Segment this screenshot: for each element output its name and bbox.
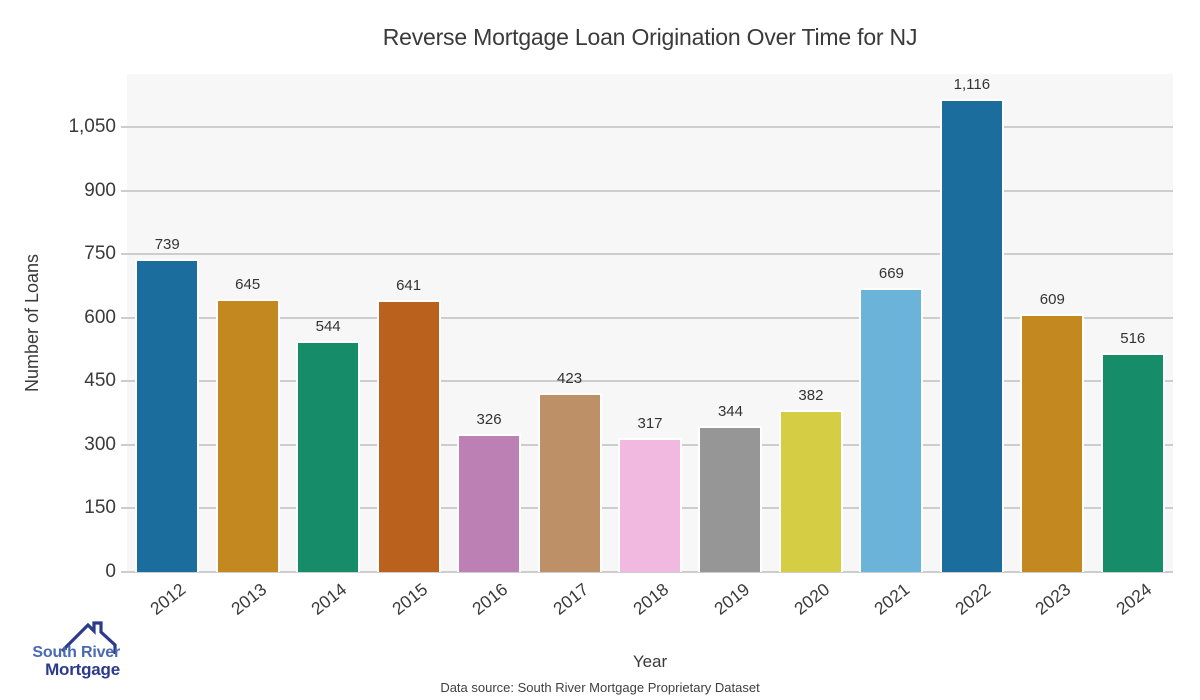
y-tick-label-900: 900: [84, 179, 116, 201]
y-tick-label-450: 450: [84, 370, 116, 392]
x-tick-label-2014: 2014: [307, 579, 351, 619]
bar-value-label-2016: 326: [476, 410, 502, 428]
gridline-y-0: [121, 571, 1173, 573]
bar-2017: [537, 392, 602, 572]
logo-text-mortgage: Mortgage: [45, 660, 120, 679]
bar-value-label-2017: 423: [557, 369, 583, 387]
bar-2019: [698, 426, 763, 572]
y-tick-label-1050: 1,050: [68, 115, 116, 137]
gridline-y-900: [121, 189, 1173, 192]
y-tick-label-150: 150: [84, 497, 116, 519]
bar-value-label-2014: 544: [315, 318, 341, 336]
gridline-y-750: [121, 253, 1173, 256]
x-tick-label-2020: 2020: [790, 579, 834, 619]
data-source-caption: Data source: South River Mortgage Propri…: [440, 680, 760, 695]
house-roof-icon: [60, 621, 117, 654]
bar-2020: [778, 410, 843, 572]
x-axis-title: Year: [632, 652, 668, 671]
x-tick-label-2019: 2019: [709, 579, 753, 619]
bar-value-label-2019: 344: [717, 403, 743, 421]
gridline-y-1050: [121, 125, 1173, 128]
bar-2022: [939, 99, 1004, 572]
y-tick-label-300: 300: [84, 433, 116, 455]
y-axis-title: Number of Loans: [22, 253, 42, 393]
south-river-mortgage-logo: South River Mortgage: [16, 604, 136, 688]
x-tick-label-2018: 2018: [629, 579, 673, 619]
bar-2016: [457, 433, 522, 572]
bar-2024: [1100, 353, 1165, 572]
bar-2015: [376, 300, 441, 572]
bar-value-label-2022: 1,116: [953, 76, 991, 94]
bar-2018: [618, 437, 682, 572]
bar-value-label-2024: 516: [1120, 330, 1146, 348]
logo-text-south-river: South River: [32, 644, 120, 661]
bar-2023: [1020, 313, 1085, 572]
bar-value-label-2021: 669: [878, 265, 904, 283]
y-tick-label-750: 750: [84, 243, 116, 265]
x-tick-label-2024: 2024: [1112, 579, 1156, 619]
bar-value-label-2012: 739: [154, 235, 180, 253]
plot-area: 739 645 544 641 326 423 317 344 382 669 1,116 609 51…: [121, 74, 1173, 573]
x-tick-label-2012: 2012: [146, 579, 190, 619]
y-tick-label-600: 600: [84, 306, 116, 328]
bar-value-label-2015: 641: [396, 277, 422, 295]
y-tick-label-0: 0: [105, 561, 116, 582]
x-tick-label-2016: 2016: [468, 579, 512, 619]
x-tick-label-2021: 2021: [870, 579, 914, 619]
x-tick-label-2013: 2013: [227, 579, 271, 619]
x-tick-label-2023: 2023: [1031, 579, 1075, 619]
bar-2021: [859, 288, 924, 572]
gridline-y-450: [121, 380, 1173, 383]
bar-value-label-2018: 317: [637, 414, 663, 432]
x-tick-label-2017: 2017: [548, 579, 592, 619]
bar-2012: [135, 258, 200, 572]
bar-value-label-2023: 609: [1039, 290, 1065, 308]
bar-2013: [215, 298, 280, 572]
gridline-y-600: [121, 316, 1173, 319]
x-tick-label-2022: 2022: [951, 579, 995, 619]
x-tick-label-2015: 2015: [387, 579, 431, 619]
bar-value-label-2013: 645: [235, 275, 261, 293]
bar-2014: [296, 341, 361, 572]
bar-value-label-2020: 382: [798, 387, 824, 405]
chart-title: Reverse Mortgage Loan Origination Over T…: [382, 24, 918, 50]
